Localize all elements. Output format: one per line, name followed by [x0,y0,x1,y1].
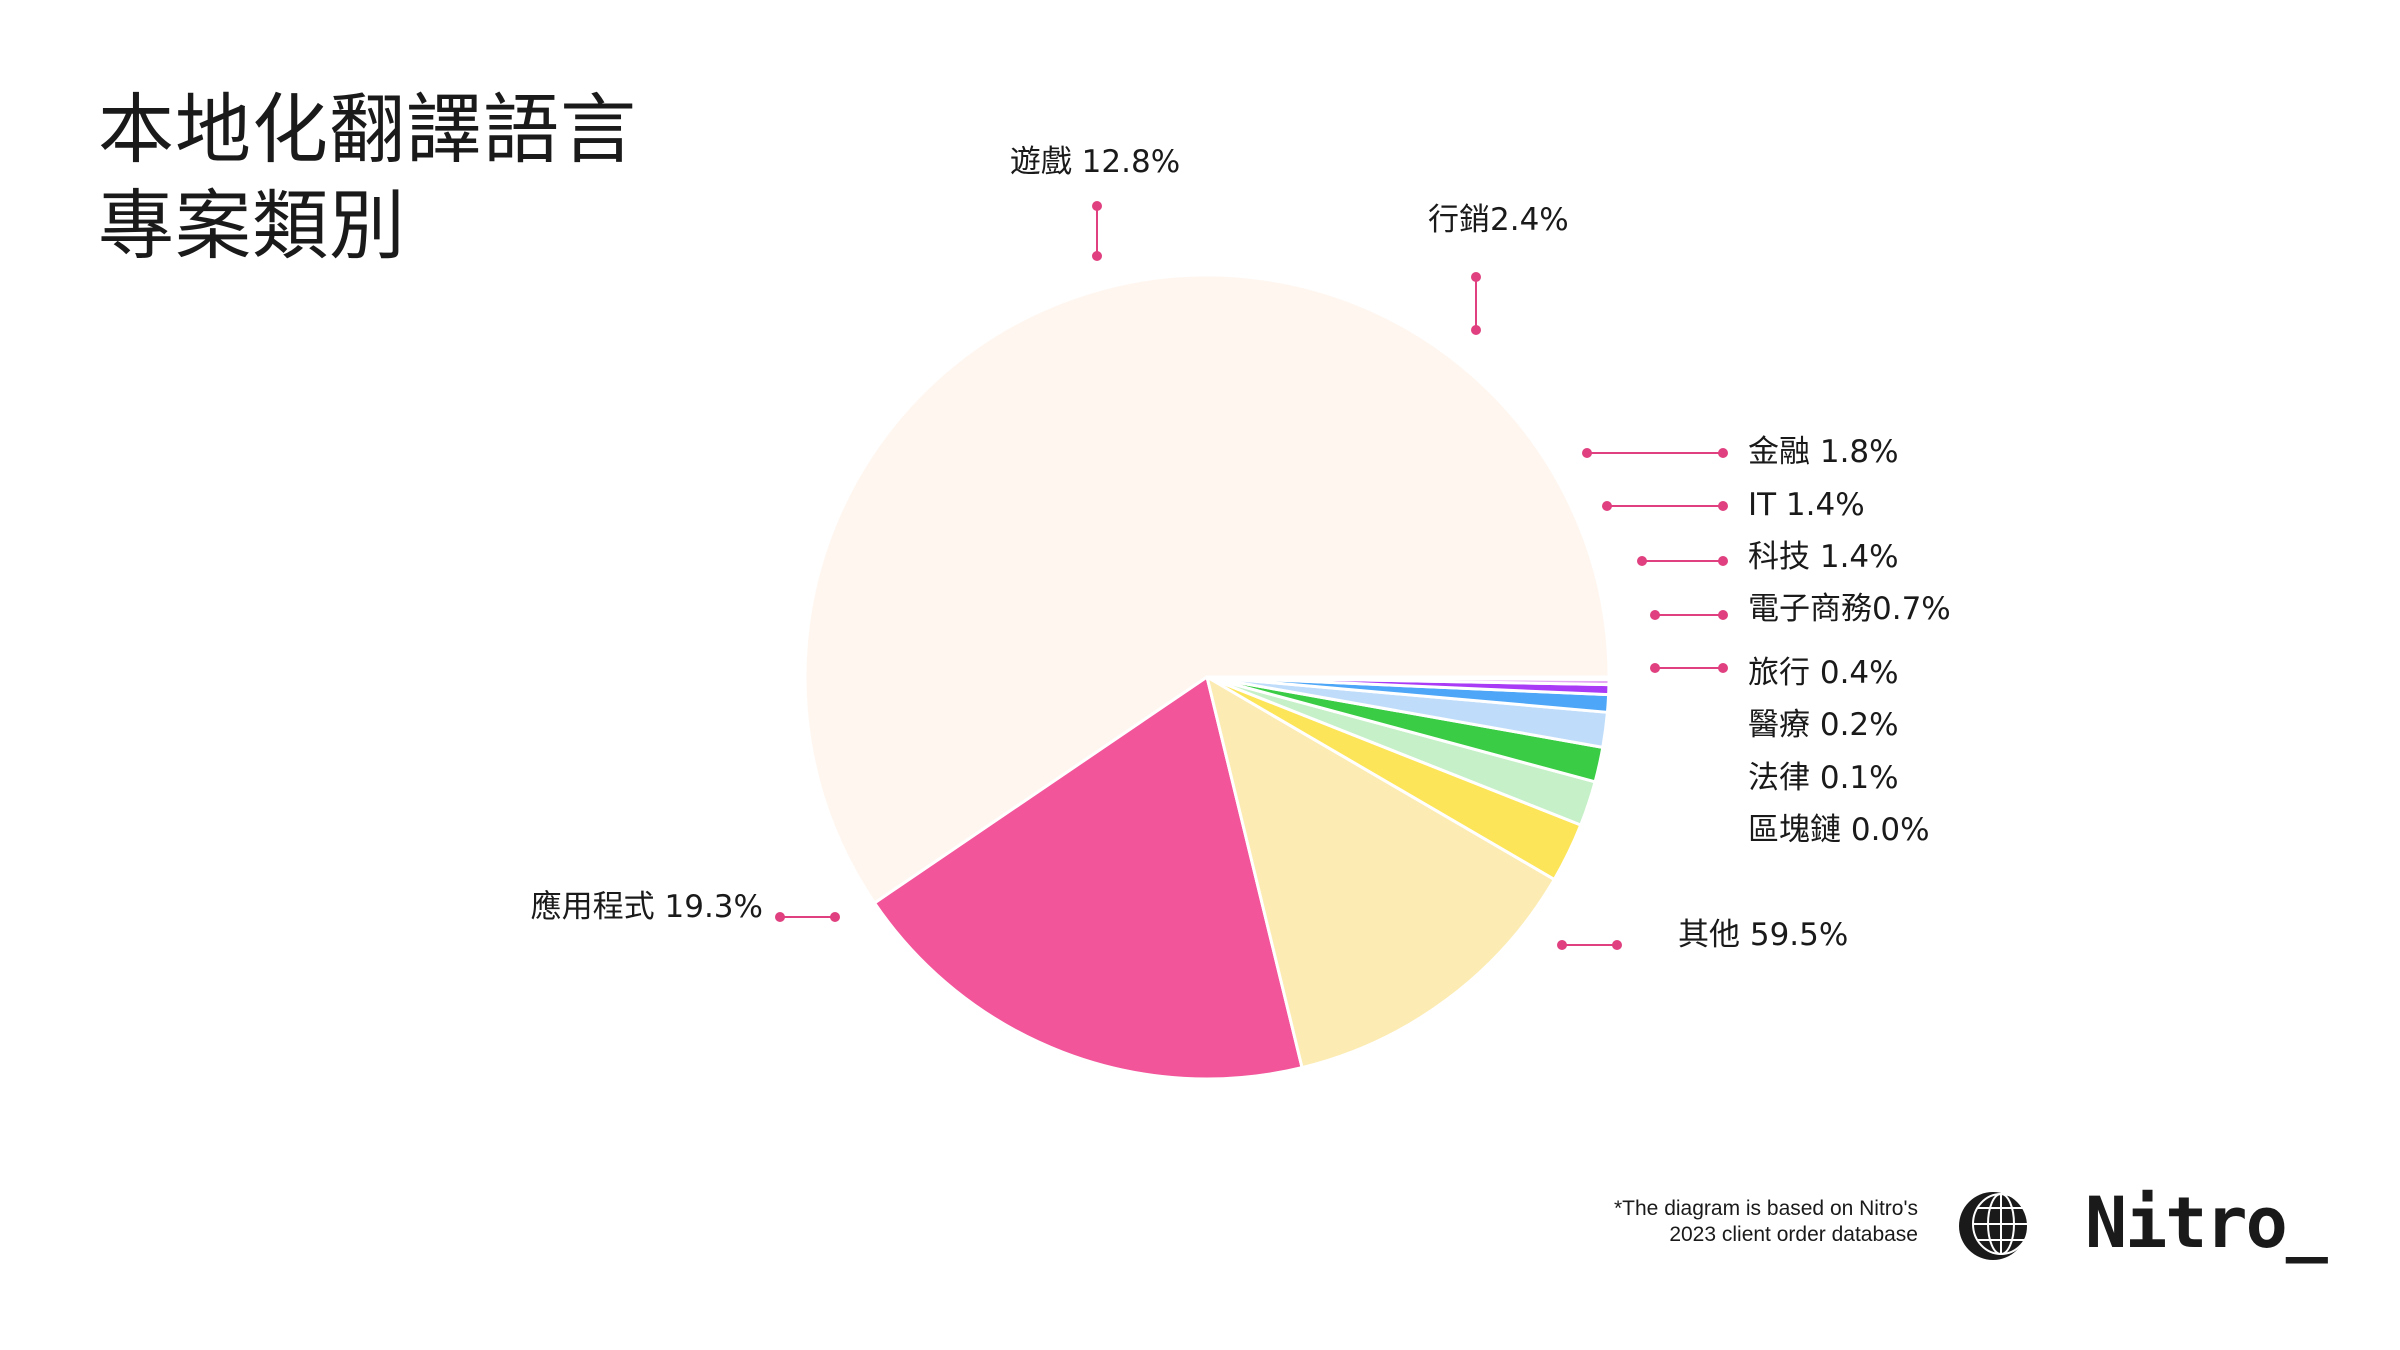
leader-dot-3-0 [1471,272,1481,282]
slice-label-3: 行銷2.4% [1428,202,1569,238]
leader-dot-7-0 [1650,610,1660,620]
slice-label-2: 遊戲 12.8% [1010,144,1180,180]
leader-dot-5-1 [1718,501,1728,511]
slice-label-5: IT 1.4% [1748,487,1865,523]
slice-label-7: 電子商務0.7% [1748,591,1951,627]
pie-slice-10 [1205,675,1611,682]
leader-dot-5-0 [1602,501,1612,511]
slice-label-4: 金融 1.8% [1748,434,1899,470]
slice-label-10: 法律 0.1% [1748,760,1899,796]
leader-dot-1-1 [830,912,840,922]
leader-dot-8-0 [1650,663,1660,673]
brand-logo: Nitro_ [2085,1182,2328,1264]
pie-slice-0 [803,273,1611,905]
leader-dot-6-1 [1718,556,1728,566]
leader-dot-4-1 [1718,448,1728,458]
slice-label-11: 區塊鏈 0.0% [1748,812,1930,848]
slice-label-9: 醫療 0.2% [1748,707,1899,743]
slice-label-6: 科技 1.4% [1748,539,1899,575]
leader-dot-8-1 [1718,663,1728,673]
pie-slice-2 [1205,675,1556,1070]
leader-dot-4-0 [1582,448,1592,458]
leader-dot-6-0 [1637,556,1647,566]
chart-title: 本地化翻譯語言 專案類別 [98,82,637,274]
globe-logo-icon [1959,1192,2030,1260]
footnote: *The diagram is based on Nitro's 2023 cl… [1560,1196,1918,1248]
leader-dot-2-0 [1092,201,1102,211]
leader-dot-1-0 [775,912,785,922]
pie-slice-1 [873,675,1304,1081]
leader-dot-7-1 [1718,610,1728,620]
leader-dot-0-0 [1557,940,1567,950]
slice-label-8: 旅行 0.4% [1748,655,1899,691]
chart-title-line-1: 本地化翻譯語言 [98,85,637,174]
slice-label-1: 應用程式 19.3% [531,889,763,925]
leader-dot-3-1 [1471,325,1481,335]
chart-title-line-2: 專案類別 [98,181,406,270]
footnote-line-2: 2023 client order database [1669,1223,1918,1246]
footnote-line-1: *The diagram is based on Nitro's [1614,1197,1918,1220]
leader-dot-2-1 [1092,251,1102,261]
slice-label-0: 其他 59.5% [1678,917,1848,953]
leader-dot-0-1 [1612,940,1622,950]
